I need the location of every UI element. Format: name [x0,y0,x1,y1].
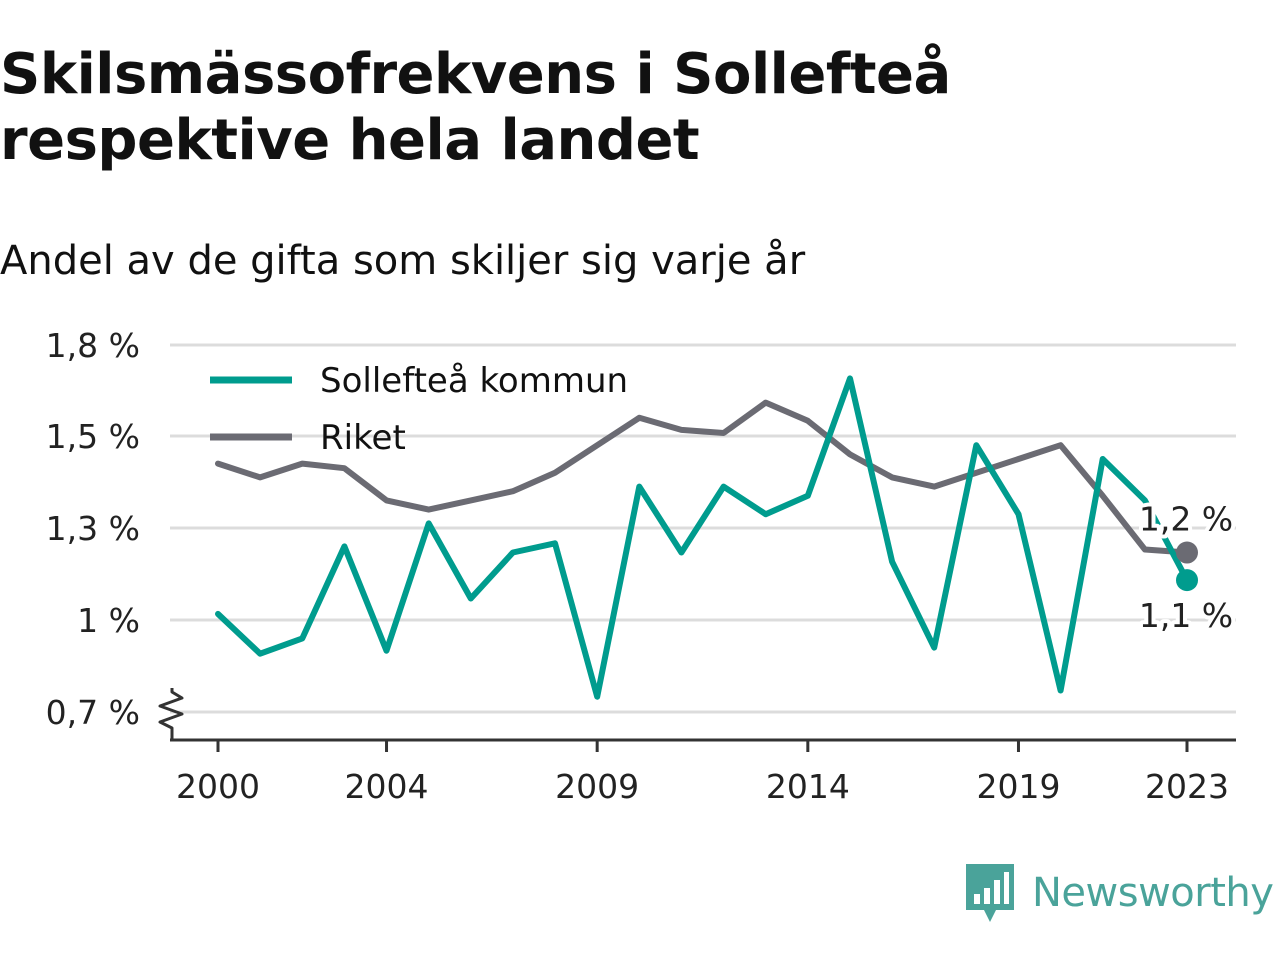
legend-label: Riket [320,418,406,458]
x-tick-label: 2004 [345,767,429,806]
series-line-riket [215,399,1190,556]
end-label-riket: 1,2 % [1139,500,1233,539]
bar-chart-speech-bubble-icon [966,864,1014,922]
x-tick-label: 2019 [976,767,1060,806]
y-tick-label: 1 % [77,601,140,640]
x-tick-label: 2000 [176,767,260,806]
x-tick-label: 2009 [555,767,639,806]
y-tick-label: 1,8 % [46,326,140,365]
series-line-solleftea [215,375,1190,700]
y-tick-label: 1,5 % [46,417,140,456]
x-tick-label: 2023 [1145,767,1229,806]
brand-name: Newsworthy [1032,870,1274,916]
x-tick-label: 2014 [766,767,850,806]
end-point-solleftea [1176,569,1198,592]
chart-subtitle: Andel av de gifta som skiljer sig varje … [0,238,806,284]
y-axis-break [158,688,184,740]
legend-label: Sollefteå kommun [320,361,628,401]
end-point-riket [1176,541,1198,564]
y-tick-label: 1,3 % [46,509,140,548]
y-tick-label: 0,7 % [46,693,140,732]
end-label-solleftea: 1,1 % [1139,596,1233,635]
brand-logo: Newsworthy [964,862,1274,924]
chart-title: Skilsmässofrekvens i Sollefteå respektiv… [0,42,951,173]
